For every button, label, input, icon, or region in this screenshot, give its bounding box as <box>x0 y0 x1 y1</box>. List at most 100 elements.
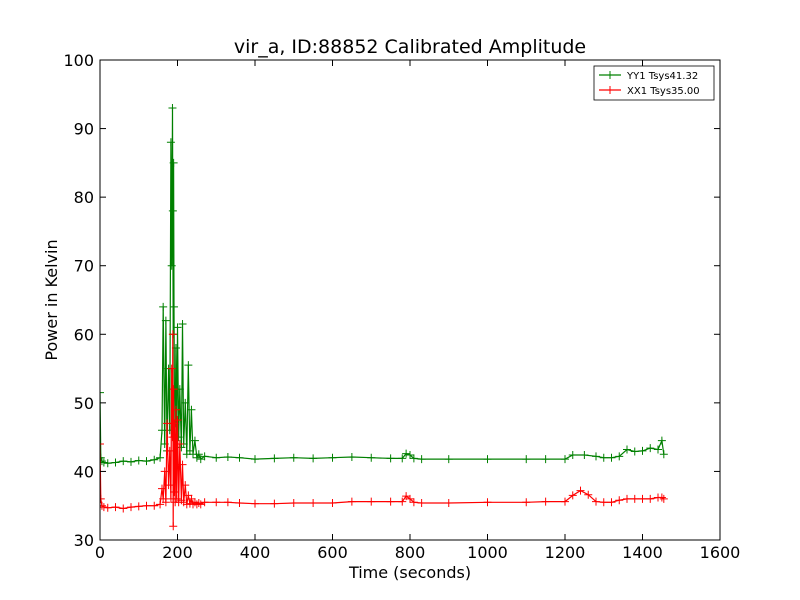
data-point <box>235 498 244 507</box>
y-tick-label: 50 <box>74 394 94 413</box>
data-point <box>541 497 550 506</box>
y-tick-label: 80 <box>74 188 94 207</box>
data-point <box>630 494 639 503</box>
data-point <box>599 498 608 507</box>
data-point <box>119 457 128 466</box>
data-point <box>168 433 177 442</box>
data-point <box>156 500 165 509</box>
data-point <box>561 455 569 464</box>
data-point <box>100 440 104 448</box>
data-point <box>623 445 631 454</box>
data-point <box>103 459 112 468</box>
legend: YY1 Tsys41.32 XX1 Tsys35.00 <box>593 65 715 101</box>
data-point <box>223 498 232 507</box>
data-point <box>289 453 298 462</box>
x-tick-label: 800 <box>395 543 426 562</box>
data-point <box>309 454 318 463</box>
data-point <box>170 302 179 311</box>
data-point <box>100 388 104 397</box>
data-point <box>398 497 407 506</box>
x-tick-label: 1200 <box>545 543 586 562</box>
data-point <box>367 497 376 506</box>
data-point <box>223 453 232 462</box>
data-point <box>251 499 259 508</box>
legend-marker <box>606 71 614 79</box>
data-point <box>309 498 318 507</box>
data-point <box>100 457 106 466</box>
data-point <box>638 446 647 455</box>
data-point <box>127 457 135 466</box>
x-tick-label: 400 <box>240 543 271 562</box>
data-point <box>654 445 662 454</box>
data-point <box>522 498 531 507</box>
data-point <box>251 455 259 464</box>
data-point <box>187 405 196 414</box>
data-point <box>100 494 105 503</box>
x-axis: 0 200 400 600 800 1000 1200 1400 1600 <box>95 60 740 562</box>
data-point <box>166 138 175 147</box>
data-point <box>386 454 395 463</box>
data-point <box>200 498 209 507</box>
data-point <box>134 456 143 465</box>
legend-box <box>593 65 715 101</box>
x-axis-label: Time (seconds) <box>348 563 471 582</box>
data-point <box>646 444 655 453</box>
data-point <box>270 454 279 463</box>
data-point <box>522 455 531 464</box>
data-point <box>444 498 453 507</box>
data-point <box>328 498 337 507</box>
y-tick-label: 70 <box>74 257 94 276</box>
data-point <box>181 481 190 490</box>
legend-label: XX1 Tsys35.00 <box>627 86 700 97</box>
data-point <box>367 453 376 462</box>
data-point <box>100 501 106 510</box>
data-point <box>196 500 205 509</box>
data-point <box>142 457 151 466</box>
data-point <box>200 452 209 461</box>
data-point <box>386 497 395 506</box>
data-point <box>156 453 165 462</box>
y-tick-label: 40 <box>74 462 94 481</box>
series-2 <box>100 330 668 531</box>
data-point <box>568 491 577 500</box>
data-point <box>173 416 182 424</box>
data-point <box>409 454 418 463</box>
data-point <box>592 497 600 506</box>
data-point <box>328 453 337 462</box>
data-point <box>100 458 108 467</box>
data-point <box>164 481 173 490</box>
data-point <box>167 364 176 373</box>
data-point <box>599 453 608 462</box>
x-tick-label: 1400 <box>622 543 663 562</box>
data-point <box>111 458 120 467</box>
data-point <box>167 261 176 270</box>
data-point <box>100 503 108 512</box>
data-point <box>630 447 639 456</box>
data-point <box>406 450 414 459</box>
data-point <box>142 501 151 510</box>
data-point <box>178 460 187 469</box>
data-point <box>181 398 190 407</box>
data-point <box>158 426 166 435</box>
data-point <box>659 450 668 459</box>
data-point <box>172 494 181 503</box>
data-point <box>402 449 411 458</box>
data-point <box>657 436 666 445</box>
data-point <box>103 503 112 512</box>
data-point <box>178 320 187 328</box>
y-tick-label: 90 <box>74 120 94 139</box>
series-layer <box>100 104 668 531</box>
data-point <box>111 503 120 512</box>
data-point <box>289 498 298 507</box>
data-point <box>235 453 244 462</box>
data-point <box>580 450 589 459</box>
data-point <box>568 450 577 459</box>
data-point <box>417 498 426 507</box>
data-point <box>541 455 550 464</box>
data-point <box>171 405 180 414</box>
data-point <box>444 455 453 464</box>
data-point <box>615 496 624 505</box>
y-tick-label: 30 <box>74 531 94 550</box>
data-point <box>192 453 201 462</box>
